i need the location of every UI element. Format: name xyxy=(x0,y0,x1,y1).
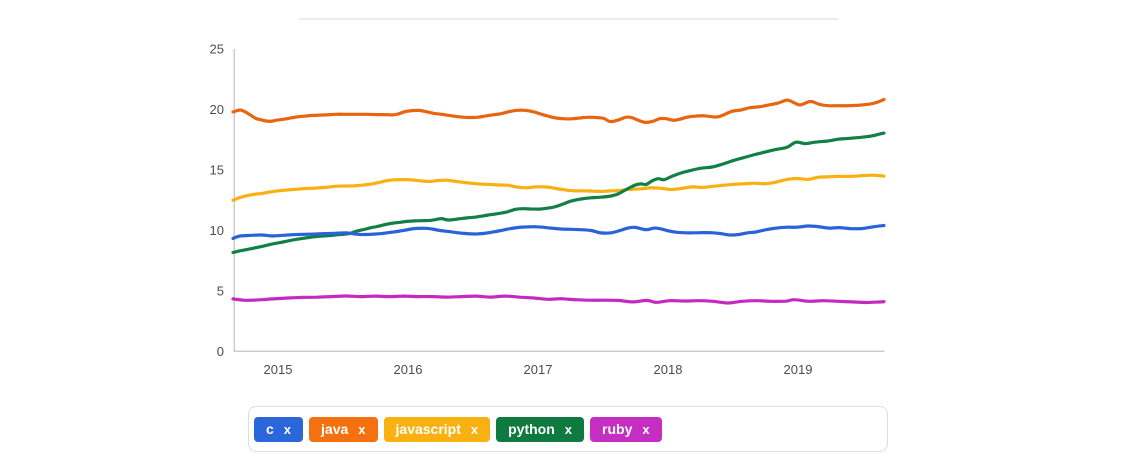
svg-text:20: 20 xyxy=(210,102,224,117)
svg-text:2018: 2018 xyxy=(654,362,683,377)
svg-text:2016: 2016 xyxy=(394,362,423,377)
svg-text:15: 15 xyxy=(210,163,224,178)
svg-text:5: 5 xyxy=(217,284,224,299)
svg-text:2019: 2019 xyxy=(784,362,813,377)
svg-text:25: 25 xyxy=(210,42,224,57)
svg-text:0: 0 xyxy=(217,344,224,359)
svg-text:2015: 2015 xyxy=(264,362,293,377)
svg-text:2017: 2017 xyxy=(524,362,553,377)
svg-text:10: 10 xyxy=(210,223,224,238)
